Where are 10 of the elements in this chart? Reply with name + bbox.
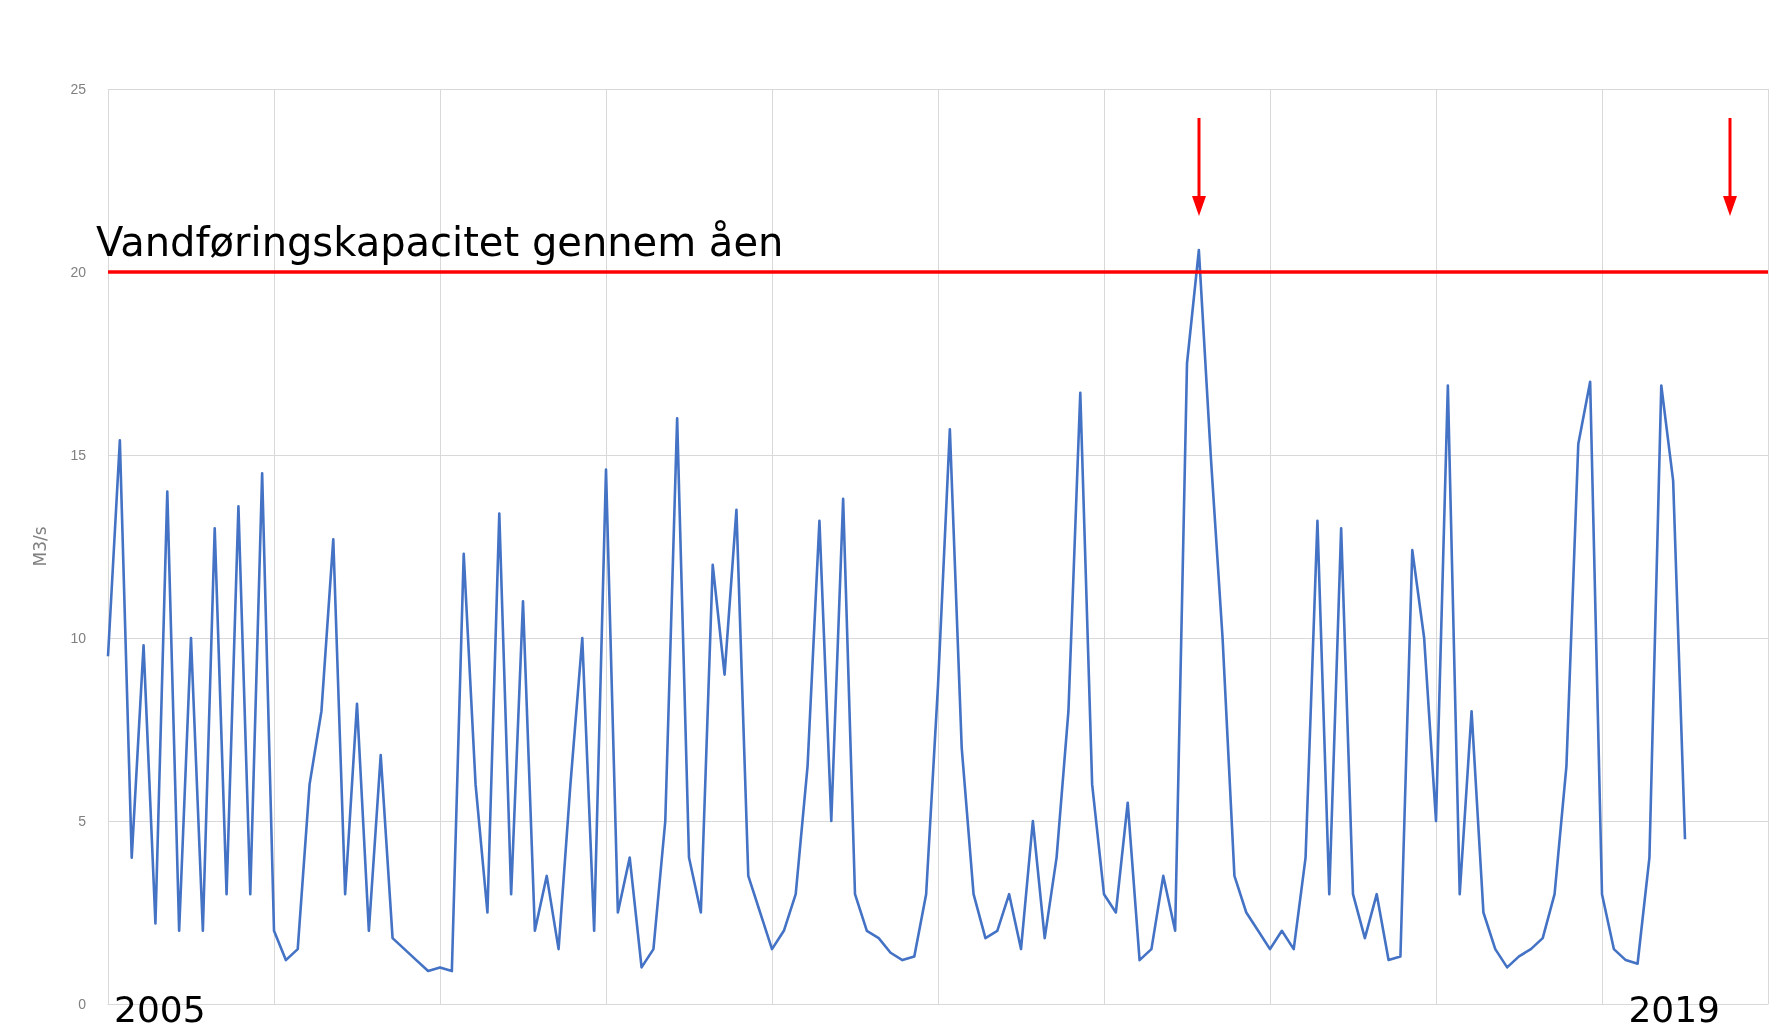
y-tick-label: 5 [78,813,87,829]
ref-line-label: Vandføringskapacitet gennem åen [96,219,784,265]
y-tick-label: 15 [70,447,87,463]
y-axis-title: M3/s [29,526,50,567]
y-tick-label: 25 [70,81,87,97]
annotation: 2019 [1628,988,1721,1027]
y-tick-label: 0 [78,996,87,1012]
annotation: 2005 [114,988,206,1027]
y-tick-label: 10 [70,630,87,646]
y-tick-label: 20 [70,264,87,280]
